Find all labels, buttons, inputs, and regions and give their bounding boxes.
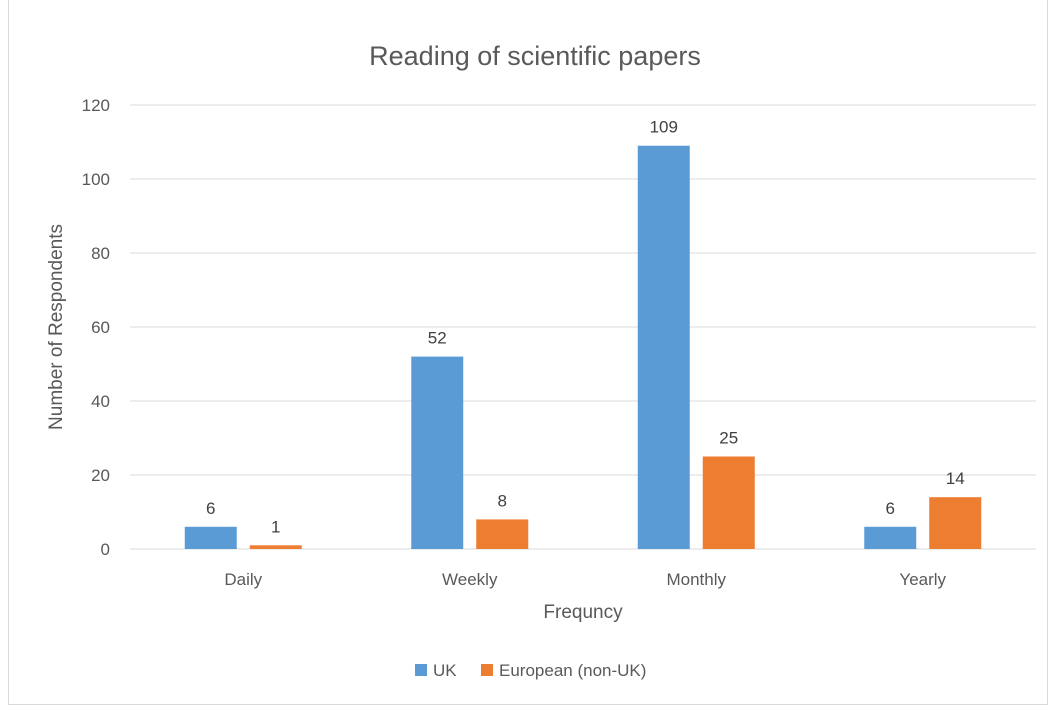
bar-weekly-european [476,519,529,549]
y-axis-ticks: 0 20 40 60 80 100 120 [82,96,110,559]
y-axis-title: Number of Respondents [46,224,67,430]
legend-swatch-uk [415,664,427,676]
bar-yearly-european [929,497,982,549]
y-tick-label: 80 [91,244,110,263]
legend: UK European (non-UK) [415,661,646,680]
data-label: 1 [271,517,280,536]
legend-label-uk: UK [433,661,457,680]
x-axis-title: Frequncy [543,602,623,623]
bar-monthly-european [702,456,755,549]
data-label: 14 [946,469,965,488]
x-tick-label: Monthly [666,570,726,589]
y-tick-label: 0 [101,540,110,559]
data-label: 6 [206,499,215,518]
data-label: 6 [886,499,895,518]
bar-daily-european [249,545,302,549]
bar-daily-uk [184,526,237,549]
x-tick-label: Daily [224,570,262,589]
gridlines [130,104,1036,550]
bar-yearly-uk [864,526,917,549]
data-label: 8 [498,491,507,510]
data-labels: 6 1 52 8 109 25 6 14 [206,118,965,537]
y-tick-label: 100 [82,170,110,189]
x-tick-label: Weekly [442,570,498,589]
x-tick-label: Yearly [899,570,946,589]
bar-monthly-uk [637,145,690,549]
legend-swatch-european [481,664,493,676]
y-tick-label: 60 [91,318,110,337]
data-label: 52 [428,329,447,348]
y-tick-label: 20 [91,466,110,485]
chart-frame [8,0,1048,705]
data-label: 109 [650,118,678,137]
y-tick-label: 40 [91,392,110,411]
data-label: 25 [719,429,738,448]
bars [184,145,982,549]
y-tick-label: 120 [82,96,110,115]
chart-title: Reading of scientific papers [369,41,701,71]
legend-label-european: European (non-UK) [499,661,646,680]
x-axis-ticks: Daily Weekly Monthly Yearly [224,570,946,589]
bar-weekly-uk [411,356,464,549]
